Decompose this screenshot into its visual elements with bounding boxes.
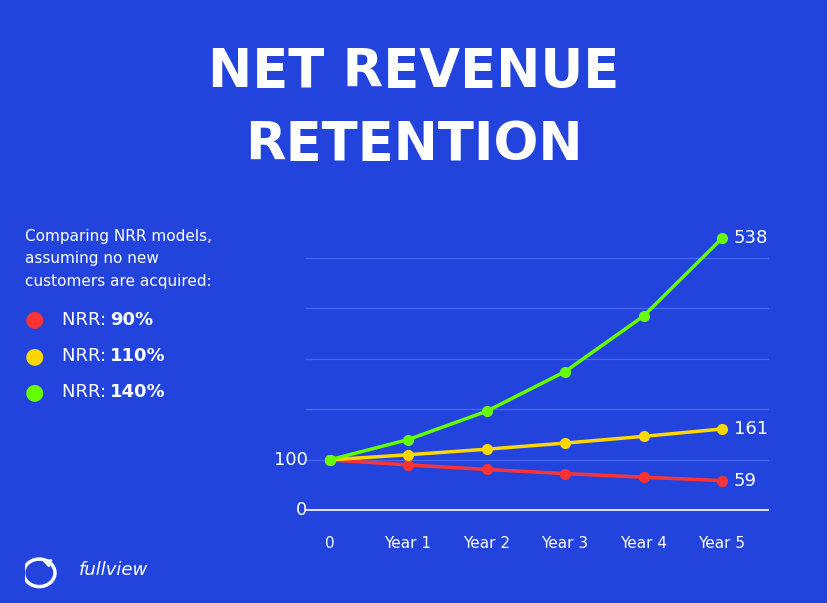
Text: 59: 59 [734,472,757,490]
Text: ●: ● [25,346,44,366]
Text: NET REVENUE: NET REVENUE [208,46,619,98]
Text: NRR:: NRR: [62,383,112,401]
Text: 538: 538 [734,229,768,247]
Text: Comparing NRR models,
assuming no new
customers are acquired:: Comparing NRR models, assuming no new cu… [25,229,212,289]
Text: 140%: 140% [110,383,165,401]
Text: 100: 100 [274,451,308,469]
Text: 161: 161 [734,420,768,438]
Text: ●: ● [25,382,44,402]
Text: 90%: 90% [110,311,153,329]
Text: RETENTION: RETENTION [245,119,582,171]
Text: ●: ● [25,309,44,330]
Text: fullview: fullview [79,561,148,579]
Text: NRR:: NRR: [62,347,112,365]
Text: 0: 0 [296,502,308,519]
Text: 110%: 110% [110,347,165,365]
Text: NRR:: NRR: [62,311,112,329]
